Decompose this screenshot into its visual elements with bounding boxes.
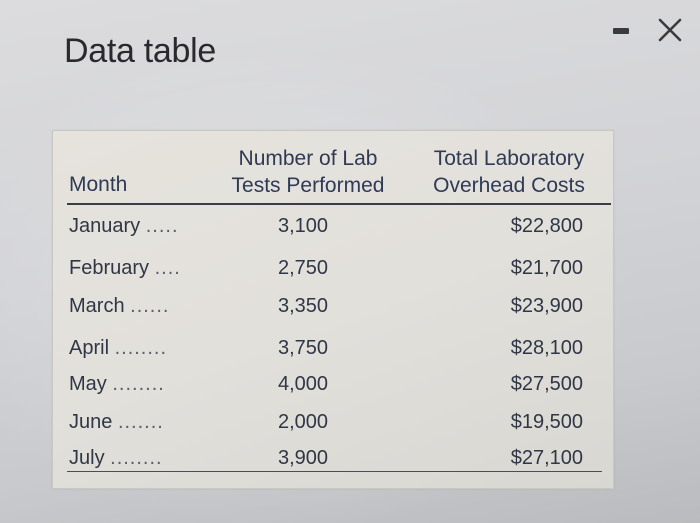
- header-costs-line1: Total Laboratory: [433, 147, 585, 170]
- table-row: February .... 2,750 $21,700: [53, 257, 613, 293]
- month-label: April: [69, 337, 110, 359]
- leader-dots: ........: [112, 373, 165, 395]
- month-cell: July ........: [69, 447, 163, 470]
- table-bottom-rule: [67, 471, 602, 472]
- month-cell: May ........: [69, 373, 165, 396]
- month-cell: February ....: [69, 257, 181, 280]
- tests-cell: 3,900: [277, 447, 329, 469]
- month-cell: January .....: [69, 215, 179, 238]
- minimize-button[interactable]: [610, 26, 632, 36]
- cost-cell: $28,100: [510, 337, 583, 359]
- table-row: January ..... 3,100 $22,800: [53, 215, 613, 251]
- table-row: April ........ 3,750 $28,100: [53, 337, 613, 373]
- month-label: July: [69, 447, 105, 469]
- table-row: July ........ 3,900 $27,100: [53, 447, 613, 483]
- header-tests-line1: Number of Lab: [238, 147, 378, 170]
- header-divider: [67, 203, 611, 205]
- cost-cell: $27,100: [510, 447, 583, 469]
- tests-cell: 4,000: [277, 373, 329, 395]
- close-icon: [658, 18, 682, 42]
- data-table: Month Number of Lab Tests Performed Tota…: [52, 130, 614, 489]
- cost-cell: $27,500: [510, 373, 583, 395]
- month-label: March: [69, 295, 125, 317]
- table-row: June ....... 2,000 $19,500: [53, 411, 613, 447]
- tests-cell: 3,350: [277, 295, 329, 317]
- leader-dots: .......: [117, 411, 164, 433]
- table-row: May ........ 4,000 $27,500: [53, 373, 613, 409]
- tests-cell: 3,100: [277, 215, 329, 237]
- month-label: June: [69, 411, 113, 433]
- tests-cell: 3,750: [277, 337, 329, 359]
- month-cell: April ........: [69, 337, 167, 360]
- cost-cell: $21,700: [510, 257, 583, 279]
- cost-cell: $19,500: [510, 411, 583, 433]
- month-cell: June .......: [69, 411, 164, 434]
- leader-dots: .....: [145, 215, 179, 237]
- month-label: May: [69, 373, 107, 395]
- header-tests: Number of Lab Tests Performed: [223, 145, 393, 199]
- cost-cell: $23,900: [510, 295, 583, 317]
- header-costs: Total Laboratory Overhead Costs: [419, 145, 599, 199]
- tests-cell: 2,750: [277, 257, 329, 279]
- month-label: February: [69, 257, 150, 279]
- leader-dots: ......: [130, 295, 170, 317]
- leader-dots: ....: [154, 257, 181, 279]
- leader-dots: ........: [114, 337, 168, 359]
- leader-dots: ........: [110, 447, 163, 469]
- header-month: Month: [69, 173, 128, 196]
- tests-cell: 2,000: [277, 411, 329, 433]
- cost-cell: $22,800: [510, 215, 583, 237]
- table-row: March ...... 3,350 $23,900: [53, 295, 613, 331]
- month-cell: March ......: [69, 295, 169, 318]
- header-costs-line2: Overhead Costs: [433, 174, 585, 197]
- close-button[interactable]: [652, 12, 688, 48]
- minimize-icon: [613, 28, 629, 34]
- header-tests-line2: Tests Performed: [231, 174, 385, 197]
- dialog-title: Data table: [64, 32, 216, 70]
- month-label: January: [69, 215, 141, 237]
